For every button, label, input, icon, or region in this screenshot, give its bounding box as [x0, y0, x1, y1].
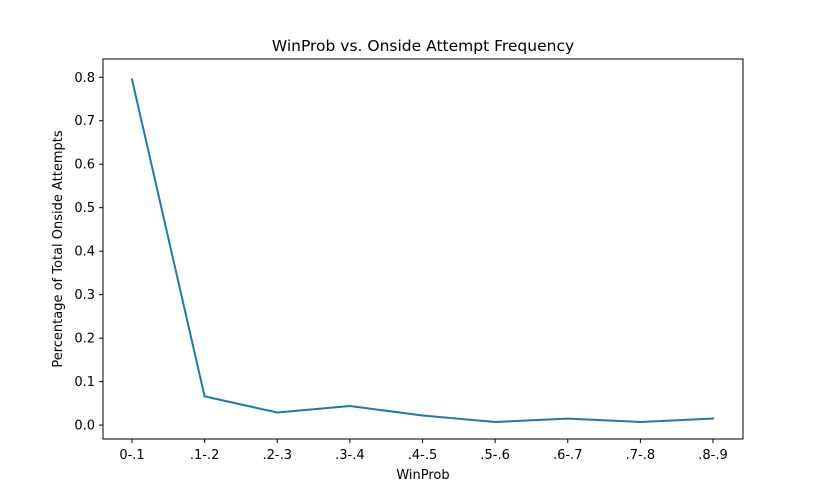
chart-title: WinProb vs. Onside Attempt Frequency	[272, 37, 574, 55]
y-tick-label: 0.5	[74, 201, 95, 216]
x-tick-label: .1-.2	[190, 448, 220, 463]
series-line	[130, 78, 715, 423]
data-point	[494, 421, 497, 424]
plot-frame	[102, 58, 744, 440]
data-point	[276, 411, 279, 414]
y-tick-label: 0.3	[74, 288, 95, 303]
x-tick-label: .3-.4	[335, 448, 365, 463]
y-tick-label: 0.4	[74, 245, 95, 260]
data-point	[421, 414, 424, 417]
y-tick-label: 0.8	[74, 71, 95, 86]
y-axis-ticks: 0.0 0.1 0.2 0.3 0.4 0.5 0.6 0.7 0.8	[74, 71, 103, 434]
x-tick-label: 0-.1	[119, 448, 144, 463]
data-point	[566, 417, 569, 420]
x-axis-ticks: 0-.1 .1-.2 .2-.3 .3-.4 .4-.5 .5-.6 .6-.7 .7-.8.…	[119, 439, 728, 463]
data-point	[131, 78, 133, 81]
x-tick-label: .4-.5	[408, 448, 438, 463]
x-tick-label: .5-.6	[480, 448, 510, 463]
y-tick-label: 0.6	[74, 158, 95, 173]
y-tick-label: 0.1	[74, 375, 95, 390]
y-tick-label: 0.7	[74, 114, 95, 129]
data-point	[639, 421, 642, 424]
x-tick-label: .7-.8	[626, 448, 656, 463]
y-tick-label: 0.0	[74, 419, 95, 434]
data-point	[348, 404, 351, 407]
data-point	[712, 417, 714, 420]
x-tick-label: .6-.7	[553, 448, 583, 463]
y-axis-label: Percentage of Total Onside Attempts	[51, 130, 66, 368]
series-layer	[130, 78, 715, 424]
data-point	[203, 395, 206, 398]
x-tick-label: .8-.9	[698, 448, 728, 463]
x-tick-label: .2-.3	[263, 448, 293, 463]
y-tick-label: 0.2	[74, 332, 95, 347]
x-axis-label: WinProb	[396, 468, 449, 483]
